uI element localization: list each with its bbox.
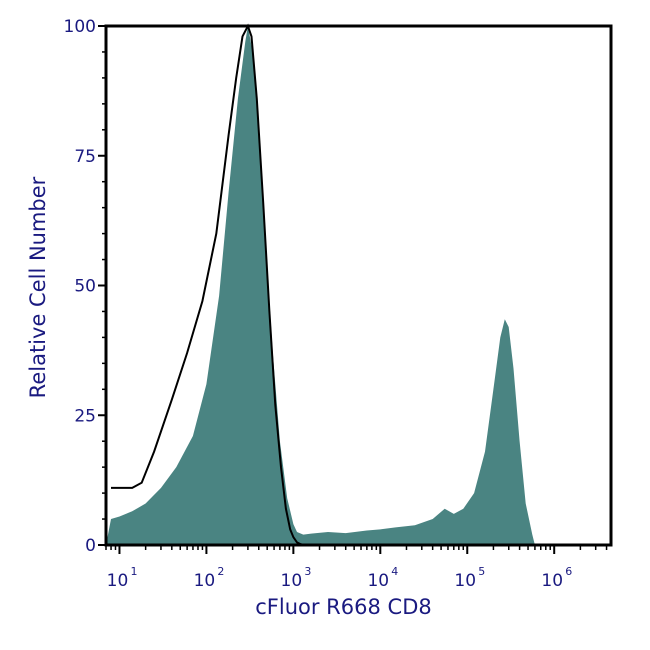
- x-tick-label: 10: [367, 571, 389, 591]
- x-tick-exponent: 4: [391, 565, 398, 578]
- x-tick-label: 10: [454, 571, 476, 591]
- y-tick-label: 50: [74, 277, 96, 297]
- y-tick-label: 0: [85, 536, 96, 556]
- x-tick-exponent: 5: [478, 565, 485, 578]
- x-tick-label: 10: [194, 571, 216, 591]
- y-tick-label: 25: [74, 406, 96, 426]
- x-tick-label: 10: [541, 571, 563, 591]
- x-tick-label: 10: [107, 571, 129, 591]
- x-tick-exponent: 1: [130, 565, 137, 578]
- sample-histogram-area: [106, 26, 535, 545]
- x-tick-exponent: 6: [565, 565, 572, 578]
- y-tick-label: 100: [64, 17, 96, 37]
- x-tick-exponent: 2: [217, 565, 224, 578]
- y-axis-title: Relative Cell Number: [26, 176, 50, 398]
- y-tick-label: 75: [74, 147, 96, 167]
- x-tick-exponent: 3: [304, 565, 311, 578]
- control-histogram-outline: [111, 23, 304, 546]
- x-axis-title: cFluor R668 CD8: [255, 595, 431, 619]
- plot-area: [106, 23, 535, 546]
- x-tick-label: 10: [281, 571, 303, 591]
